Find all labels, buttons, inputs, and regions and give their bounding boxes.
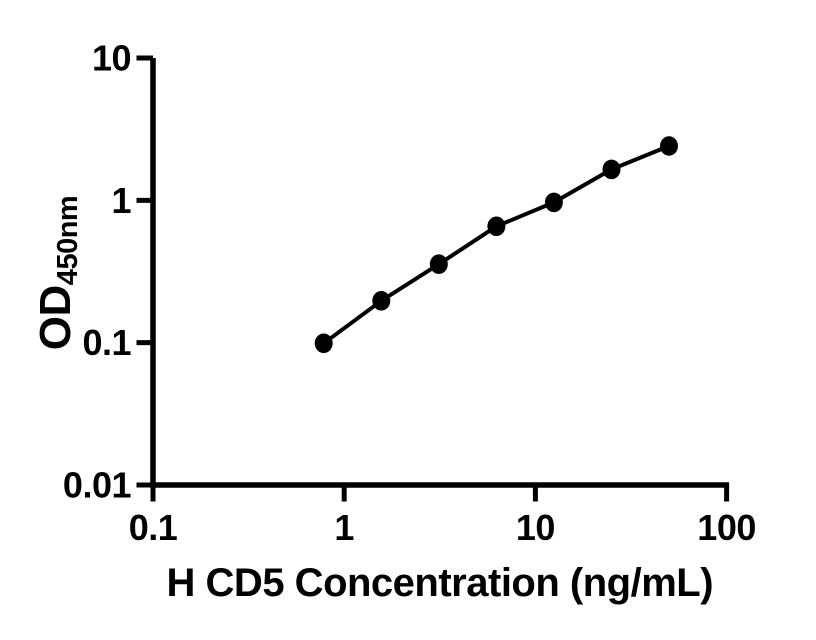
data-point-marker [660,136,678,156]
x-tick-label: 10 [516,507,555,548]
y-tick-label: 0.01 [63,465,132,506]
y-axis-title-subscript: 450nm [52,196,84,285]
x-tick-label: 1 [334,507,354,548]
y-axis-title-main: OD [31,285,80,350]
y-tick-label: 0.1 [82,322,131,363]
data-point-marker [487,216,506,237]
y-axis-title: OD450nm [31,196,84,350]
data-point-marker [544,192,563,213]
x-axis-title: H CD5 Concentration (ng/mL) [167,561,713,605]
data-point-marker [314,333,333,354]
x-tick-label: 0.1 [129,507,178,548]
y-tick-label: 10 [92,38,131,79]
data-point-marker [372,291,391,311]
data-point-marker [429,254,448,274]
data-point-marker [602,159,621,180]
y-tick-label: 1 [111,180,131,221]
x-tick-label: 100 [697,507,756,548]
